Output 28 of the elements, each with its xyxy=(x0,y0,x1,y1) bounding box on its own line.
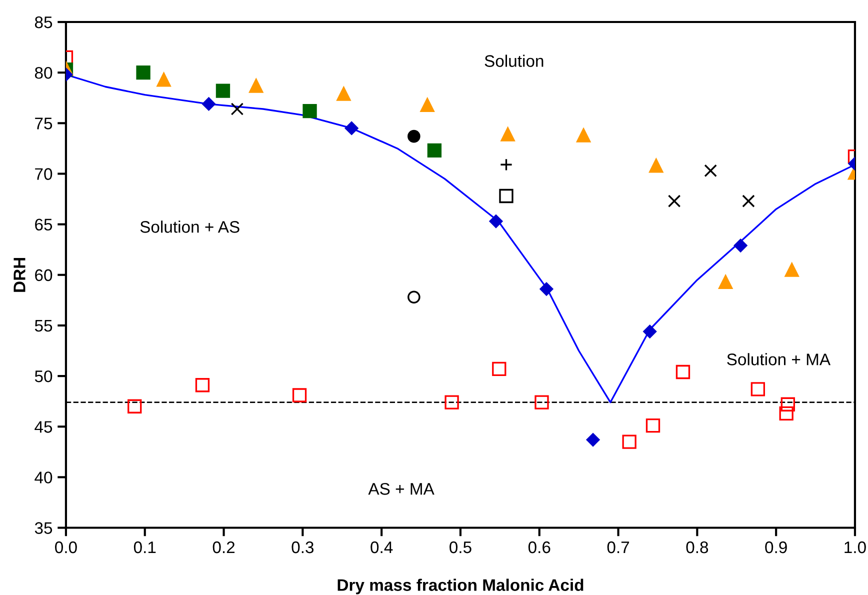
y-tick-label: 35 xyxy=(34,522,52,534)
y-tick-label: 60 xyxy=(35,269,52,282)
x-tick-label: 0.9 xyxy=(765,541,787,554)
x-tick-label: 0.1 xyxy=(134,541,156,554)
y-tick-label: 55 xyxy=(34,320,52,332)
x-tick-label: 0.2 xyxy=(212,541,235,554)
x-axis-title: Dry mass fraction Malonic Acid xyxy=(338,578,584,594)
annotation: AS + MA xyxy=(368,483,434,495)
y-tick-label: 70 xyxy=(35,168,52,180)
y-tick-label: 65 xyxy=(35,218,52,231)
x-tick-label: 0.3 xyxy=(292,541,314,554)
y-tick-label: 40 xyxy=(34,472,52,484)
y-tick-label: 85 xyxy=(34,16,52,28)
y-tick-label: 80 xyxy=(34,66,52,79)
y-axis-title: DRH xyxy=(14,258,26,292)
x-tick-label: 0.8 xyxy=(686,541,708,554)
x-tick-label: 0.6 xyxy=(528,541,550,554)
annotation: Solution + MA xyxy=(727,353,831,366)
annotation: Solution + AS xyxy=(140,220,240,233)
y-tick-label: 45 xyxy=(34,421,52,433)
x-tick-label: 0.7 xyxy=(607,541,630,554)
x-tick-label: 1.0 xyxy=(844,541,866,554)
y-tick-label: 50 xyxy=(34,370,52,382)
x-tick-label: 0.5 xyxy=(450,541,472,554)
x-tick-label: 0.0 xyxy=(55,541,77,554)
annotation: Solution xyxy=(484,54,544,67)
x-tick-label: 0.4 xyxy=(370,541,393,554)
y-tick-label: 75 xyxy=(35,118,52,130)
